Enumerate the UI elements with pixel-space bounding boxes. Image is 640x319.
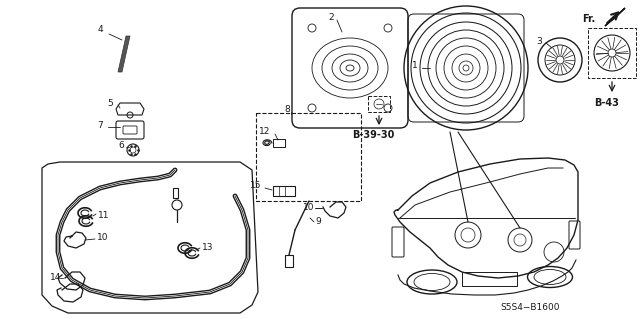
Text: 9: 9 xyxy=(315,218,321,226)
Text: 7: 7 xyxy=(97,122,103,130)
Bar xyxy=(462,272,517,286)
Text: 12: 12 xyxy=(259,127,270,136)
Text: 8: 8 xyxy=(284,106,290,115)
Text: B-43: B-43 xyxy=(594,98,619,108)
Text: 1: 1 xyxy=(412,62,418,70)
Text: 6: 6 xyxy=(118,142,124,151)
Text: 11: 11 xyxy=(98,211,109,219)
Text: 10: 10 xyxy=(303,203,314,211)
Text: 2: 2 xyxy=(328,12,333,21)
Bar xyxy=(173,188,178,198)
Text: S5S4−B1600: S5S4−B1600 xyxy=(500,302,559,311)
Text: 15: 15 xyxy=(250,182,262,190)
Text: 10: 10 xyxy=(97,234,109,242)
Bar xyxy=(588,28,636,78)
Text: 4: 4 xyxy=(98,26,104,34)
Bar xyxy=(256,113,361,201)
Text: 3: 3 xyxy=(536,36,541,46)
Bar xyxy=(285,255,293,267)
Polygon shape xyxy=(605,8,625,26)
Bar xyxy=(273,139,285,147)
Polygon shape xyxy=(118,36,130,72)
Text: B-39-30: B-39-30 xyxy=(352,130,394,140)
Text: 14: 14 xyxy=(50,273,61,283)
Text: Fr.: Fr. xyxy=(582,14,595,24)
Text: 13: 13 xyxy=(202,243,214,253)
Bar xyxy=(368,96,390,112)
Text: 5: 5 xyxy=(107,99,113,108)
Bar xyxy=(273,186,295,196)
